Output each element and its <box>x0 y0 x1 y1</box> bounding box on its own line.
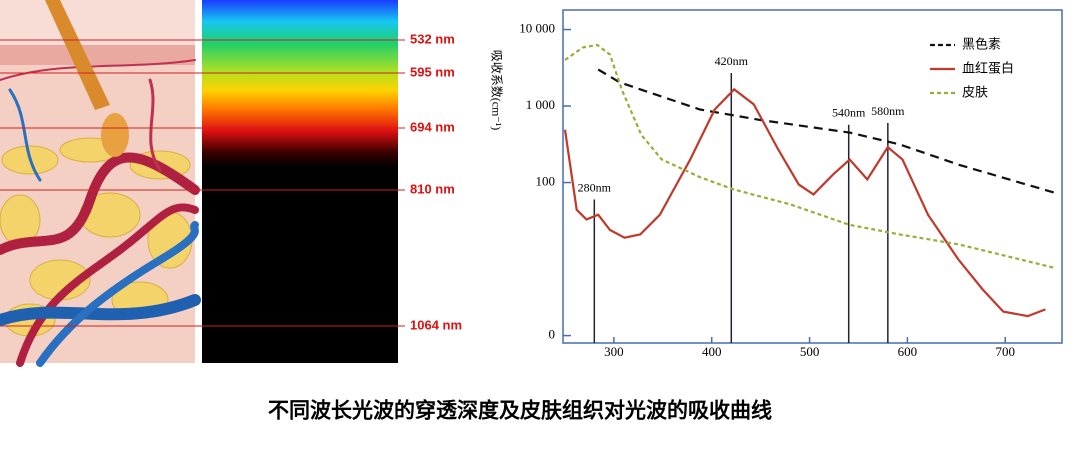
series-line <box>597 68 1055 194</box>
x-tick-label: 400 <box>702 344 722 359</box>
x-tick-label: 600 <box>898 344 918 359</box>
depth-label: 532 nm <box>410 31 455 46</box>
x-tick-label: 300 <box>604 344 624 359</box>
depth-label: 1064 nm <box>410 317 462 332</box>
y-axis-label: 吸收系数(cm⁻¹) <box>489 50 504 131</box>
peak-label: 540nm <box>832 105 866 119</box>
legend-label: 皮肤 <box>962 84 988 99</box>
peak-label: 420nm <box>715 54 749 68</box>
y-tick-label: 10 000 <box>519 21 555 36</box>
plot-frame <box>562 9 1063 344</box>
legend-label: 黑色素 <box>962 36 1001 51</box>
peak-label: 280nm <box>578 180 612 194</box>
series-line <box>564 43 1055 269</box>
skin-illustration <box>0 0 201 367</box>
depth-label: 694 nm <box>410 119 455 134</box>
depth-lines: 532 nm 595 nm 694 nm 810 nm 1064 nm <box>0 31 462 332</box>
chart: 0 100 1 000 10 000 300 400 500 600 700 280nm 420nm… <box>519 21 1055 359</box>
spectrum <box>202 0 398 363</box>
legend-label: 血红蛋白 <box>962 60 1014 75</box>
y-tick-label: 0 <box>549 327 556 342</box>
x-tick-label: 700 <box>996 344 1016 359</box>
caption: 不同波长光波的穿透深度及皮肤组织对光波的吸收曲线 <box>268 399 772 423</box>
x-tick-label: 500 <box>800 344 820 359</box>
y-tick-label: 1 000 <box>526 97 555 112</box>
y-tick-label: 100 <box>536 174 556 189</box>
depth-label: 810 nm <box>410 181 455 196</box>
depth-label: 595 nm <box>410 64 455 79</box>
series-line <box>563 87 1046 318</box>
peak-label: 580nm <box>871 104 905 118</box>
